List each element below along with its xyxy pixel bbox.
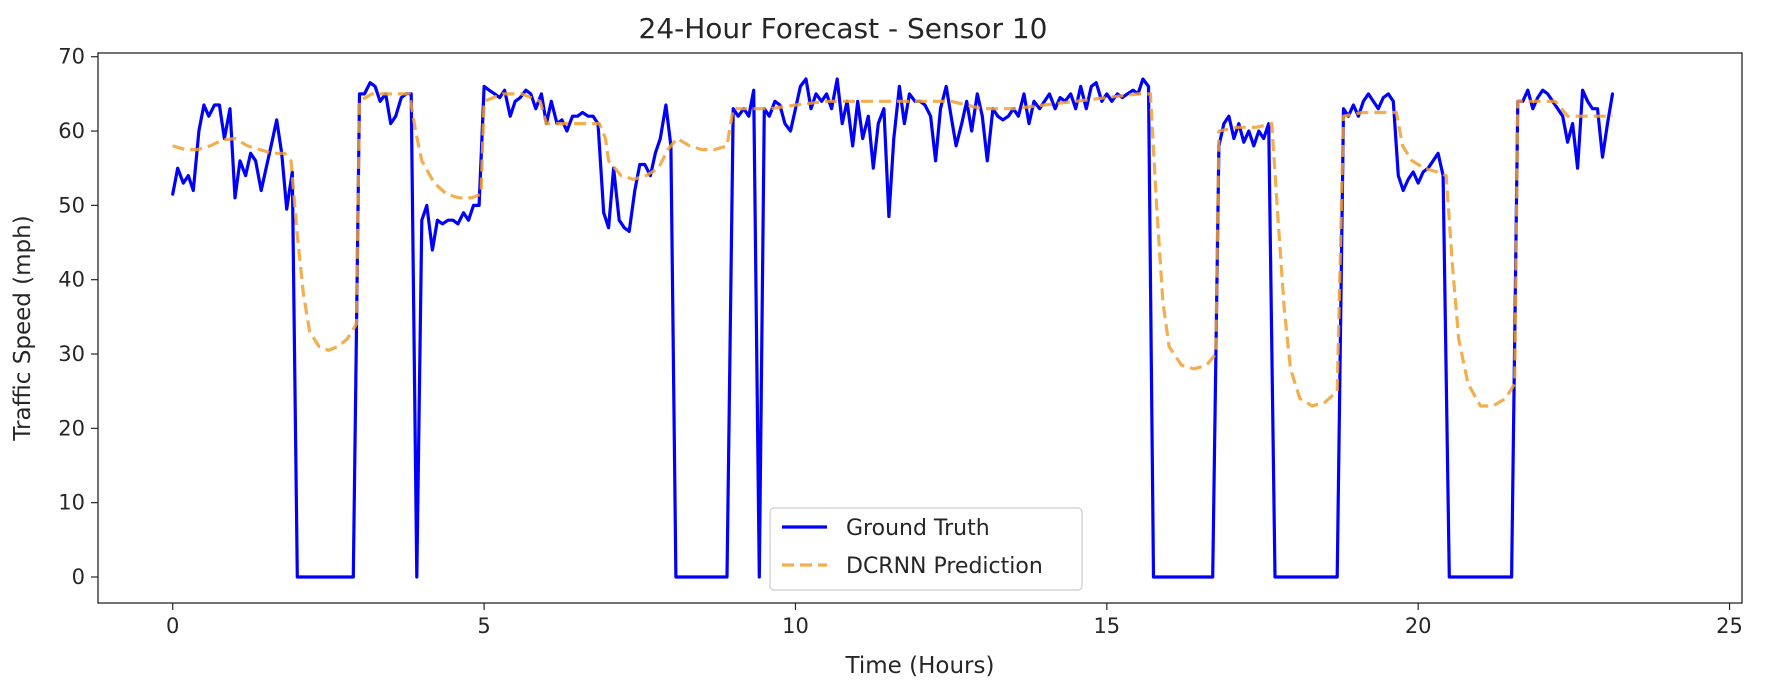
- y-tick-label: 60: [58, 119, 85, 143]
- series-line-dcrnn-prediction: [172, 92, 1613, 408]
- chart-title: 24-Hour Forecast - Sensor 10: [639, 12, 1048, 45]
- y-tick-label: 40: [58, 268, 85, 292]
- legend-label-ground-truth: Ground Truth: [846, 516, 990, 541]
- y-tick-label: 10: [58, 491, 85, 515]
- legend-box: [769, 507, 1083, 591]
- y-tick-label: 30: [58, 342, 85, 366]
- legend-label-dcrnn-prediction: DCRNN Prediction: [846, 554, 1043, 579]
- y-axis: 0 10 20 30 40 50 60 70: [58, 45, 98, 589]
- x-tick-label: 5: [477, 614, 490, 638]
- x-tick-label: 25: [1716, 614, 1743, 638]
- legend: Ground Truth DCRNN Prediction: [769, 507, 1083, 591]
- y-tick-label: 20: [58, 416, 85, 440]
- x-tick-label: 20: [1405, 614, 1432, 638]
- x-tick-label: 10: [782, 614, 809, 638]
- plot-frame: [97, 52, 1743, 604]
- x-axis-label: Time (Hours): [845, 653, 995, 679]
- y-tick-label: 70: [58, 45, 85, 69]
- x-tick-label: 15: [1093, 614, 1120, 638]
- y-tick-label: 0: [72, 565, 85, 589]
- series-line-ground-truth: [171, 77, 1615, 579]
- x-tick-label: 0: [166, 614, 179, 638]
- y-axis-label: Traffic Speed (mph): [10, 215, 36, 441]
- plot-area: [171, 77, 1615, 579]
- x-axis: 0 5 10 15 20 25: [166, 603, 1743, 638]
- y-tick-label: 50: [58, 193, 85, 217]
